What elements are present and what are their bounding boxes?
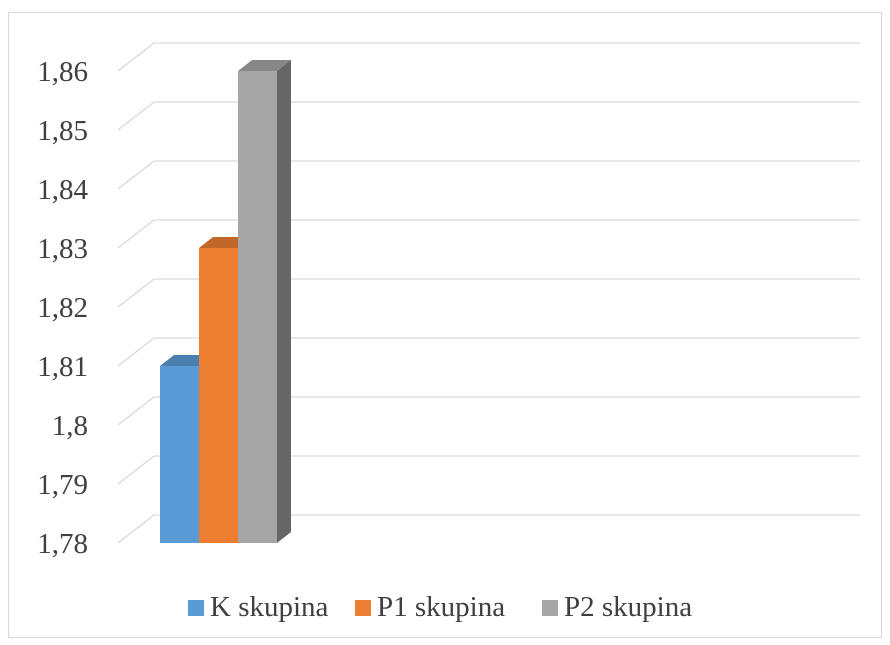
legend-item: K skupina (188, 591, 329, 623)
legend-item: P2 skupina (542, 591, 692, 623)
y-axis: 1,78 1,79 1,8 1,81 1,82 1,83 1,84 1,85 1,86 (37, 56, 88, 560)
legend-label: P1 skupina (377, 591, 505, 623)
y-tick-label: 1,85 (37, 115, 88, 147)
y-tick-label: 1,82 (37, 292, 88, 324)
y-tick-label: 1,86 (37, 56, 88, 88)
gridline-8 (117, 42, 860, 72)
bar-p1-skupina (199, 237, 252, 543)
legend-label: P2 skupina (564, 591, 692, 623)
legend-swatch (542, 600, 558, 616)
y-tick-label: 1,84 (37, 174, 88, 206)
y-tick-label: 1,83 (37, 233, 88, 265)
gridline-7 (117, 101, 860, 131)
y-tick-label: 1,8 (52, 410, 88, 442)
y-tick-label: 1,79 (37, 469, 88, 501)
bar-p2-skupina (238, 60, 291, 543)
legend-swatch (188, 600, 204, 616)
legend-item: P1 skupina (355, 591, 505, 623)
legend-swatch (355, 600, 371, 616)
bars (160, 60, 291, 543)
legend: K skupina P1 skupina P2 skupina (188, 591, 692, 623)
y-tick-label: 1,81 (37, 351, 88, 383)
legend-label: K skupina (210, 591, 329, 623)
gridline-6 (117, 160, 860, 190)
chart-frame (8, 12, 882, 638)
y-tick-label: 1,78 (37, 528, 88, 560)
